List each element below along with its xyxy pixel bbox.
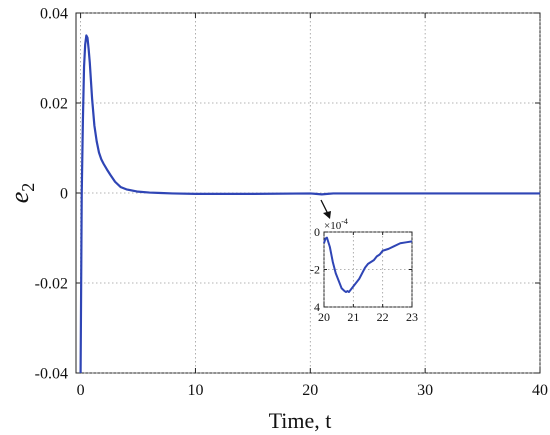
y-axis-label: e2 <box>5 183 38 204</box>
inset-ticks <box>323 231 413 308</box>
y-tick-label: 4 <box>314 300 320 314</box>
y-tick-label: -0.02 <box>35 276 68 293</box>
x-tick-label: 0 <box>77 382 85 399</box>
x-tick-label: 22 <box>377 310 389 324</box>
x-tick-label: 40 <box>532 382 548 399</box>
y-tick-label: 0 <box>60 186 68 203</box>
y-tick-label: 0.02 <box>40 96 68 113</box>
x-tick-label: 20 <box>318 310 330 324</box>
x-axis-label-text: Time, t <box>269 408 332 433</box>
y-axis-label-subscript: 2 <box>18 183 38 192</box>
x-tick-label: 10 <box>187 382 203 399</box>
x-tick-label: 30 <box>417 382 433 399</box>
y-axis-label-text: e <box>5 192 34 204</box>
main-x-tick-labels: 0 10 20 30 40 <box>77 382 548 399</box>
inset-multiplier-label: ×10-4 <box>324 217 348 232</box>
inset-x-tick-labels: 20 21 22 23 <box>318 310 418 324</box>
x-axis-label: Time, t <box>269 408 332 433</box>
main-y-tick-labels: -0.04 -0.02 0 0.02 0.04 <box>35 6 68 383</box>
x-tick-label: 23 <box>406 310 418 324</box>
y-tick-label: -0.04 <box>35 366 68 383</box>
x-tick-label: 20 <box>302 382 318 399</box>
main-series-line <box>79 34 540 374</box>
y-tick-label: -2 <box>310 263 320 277</box>
x-tick-label: 21 <box>347 310 359 324</box>
inset-series-line <box>323 236 413 293</box>
y-tick-label: 0 <box>314 225 320 239</box>
y-tick-label: 0.04 <box>40 6 68 23</box>
inset-pointer-arrow <box>320 199 331 219</box>
inset-y-tick-labels: 0 -2 4 <box>310 225 320 314</box>
inset-plot: 20 21 22 23 0 -2 4 ×10-4 <box>310 217 418 324</box>
svg-text:e2: e2 <box>5 183 38 204</box>
